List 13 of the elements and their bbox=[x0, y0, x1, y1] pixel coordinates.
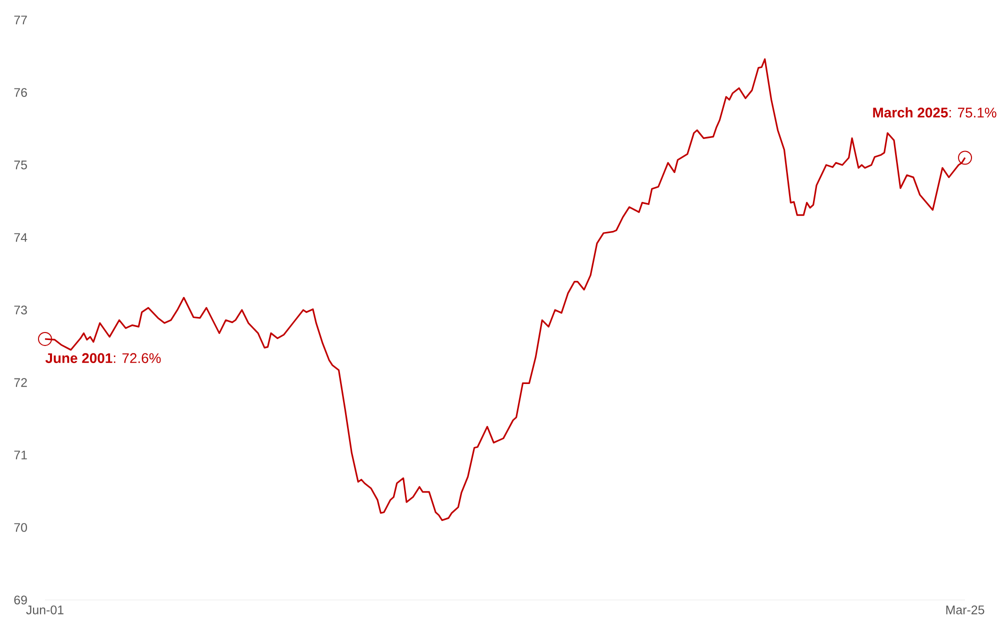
y-tick-label: 75 bbox=[14, 160, 27, 170]
y-tick-label: 70 bbox=[14, 523, 27, 532]
y-tick-label: 69 bbox=[14, 596, 27, 604]
y-tick-label: 76 bbox=[14, 88, 27, 97]
annotation: June 2001: 72.6% bbox=[45, 353, 161, 364]
x-tick-label: Mar-25 bbox=[946, 606, 984, 614]
y-tick-label: 77 bbox=[14, 16, 27, 24]
annotation: March 2025: 75.1% bbox=[873, 107, 996, 118]
x-tick-label: Jun-01 bbox=[26, 606, 64, 614]
y-tick-label: 74 bbox=[14, 233, 28, 242]
y-tick-label: 72 bbox=[14, 378, 27, 387]
y-tick-label: 71 bbox=[14, 450, 27, 460]
y-tick-label: 73 bbox=[14, 306, 27, 314]
